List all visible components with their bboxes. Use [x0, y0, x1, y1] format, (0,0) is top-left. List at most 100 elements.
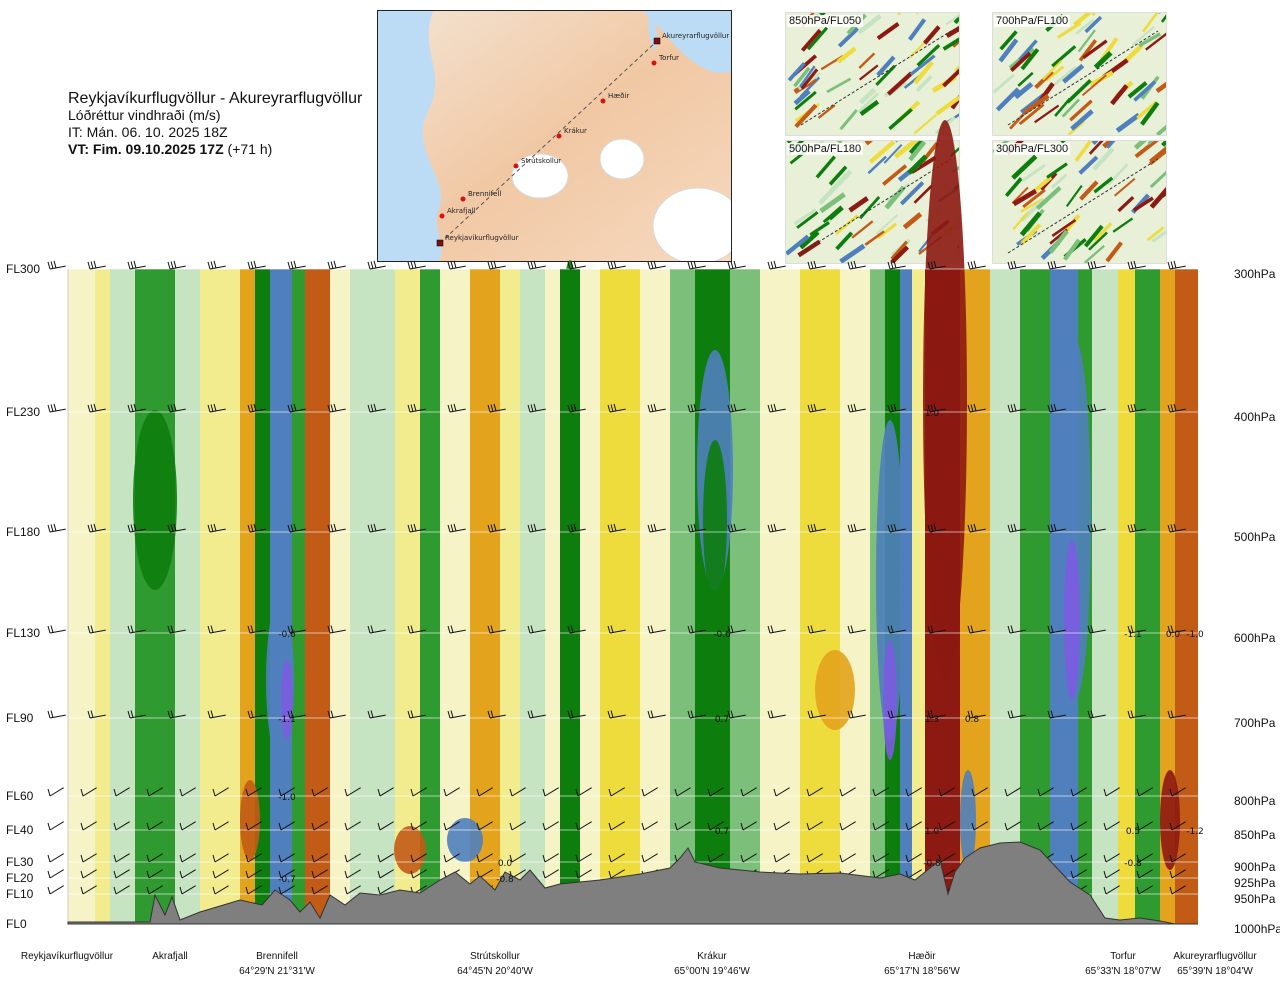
wind-barb-flag	[650, 524, 654, 532]
wind-barb-flag	[1130, 261, 1134, 269]
mini-field-stroke	[1115, 112, 1141, 133]
wind-barb-flag	[770, 710, 774, 718]
wind-barb-flag	[476, 854, 480, 863]
wind-barb-flag	[212, 788, 216, 797]
wind-barb-flag	[476, 822, 480, 831]
wind-barb	[973, 821, 988, 831]
value-label: -0.6	[278, 630, 296, 640]
wind-barb-flag	[905, 854, 909, 863]
wind-barb	[610, 787, 625, 797]
wind-barb-flag	[533, 260, 537, 269]
mini-map-700-canvas	[993, 13, 1166, 135]
wind-barb-flag	[130, 261, 134, 269]
wind-barb-flag	[167, 261, 171, 270]
wind-barb	[1138, 821, 1153, 831]
field-band	[200, 269, 240, 924]
wind-barb-flag	[278, 788, 282, 797]
wind-barb-flag	[730, 261, 734, 269]
wind-barb-flag	[509, 788, 513, 797]
wind-barb-flag	[1090, 625, 1094, 633]
wind-barb	[148, 885, 163, 895]
wind-barb-flag	[53, 523, 57, 532]
mini-field-stroke	[883, 144, 903, 164]
wind-barb-flag	[47, 524, 51, 533]
wind-barb	[346, 885, 361, 895]
wind-barb-flag	[311, 854, 315, 863]
mini-field-stroke	[1020, 48, 1040, 71]
map-point-marker	[439, 213, 445, 219]
wind-barb	[1171, 869, 1186, 879]
wind-barb-flag	[130, 625, 134, 633]
wind-barb-flag	[410, 822, 414, 831]
wind-barb-flag	[542, 788, 546, 797]
mini-field-stroke	[1045, 65, 1065, 82]
wind-barb	[544, 821, 559, 831]
wind-barb	[181, 787, 196, 797]
mini-field-stroke	[1112, 217, 1134, 233]
station-label: Strútskollur 64°45'N 20°40'W	[445, 951, 545, 977]
wind-barb-flag	[509, 822, 513, 831]
field-band	[1020, 269, 1050, 924]
wind-barb	[1138, 885, 1153, 895]
wind-barb	[82, 821, 97, 831]
wind-barb-flag	[687, 261, 691, 270]
mini-field-stroke	[837, 26, 860, 48]
value-label: 1.0	[925, 827, 940, 837]
wind-barb-flag	[1070, 822, 1074, 831]
wind-barb-flag	[173, 523, 177, 532]
wind-barb	[1171, 821, 1186, 831]
wind-barb-flag	[690, 524, 694, 532]
wind-barb-flag	[1013, 403, 1017, 412]
wind-barb-flag	[1093, 403, 1097, 412]
mini-field-stroke	[995, 87, 1020, 112]
wind-barb	[1072, 869, 1087, 879]
wind-barb-flag	[650, 261, 654, 269]
mini-field-stroke	[953, 14, 959, 25]
wind-barb	[247, 869, 262, 879]
mini-field-stroke	[1134, 141, 1159, 159]
mini-field-stroke	[799, 65, 816, 88]
wind-barb-flag	[113, 870, 117, 879]
wind-barb	[907, 853, 922, 863]
wind-barb	[742, 787, 757, 797]
wind-barb-flag	[1053, 403, 1057, 412]
wind-barb-flag	[690, 261, 694, 269]
wind-barb-flag	[1170, 404, 1174, 412]
wind-barb-flag	[575, 854, 579, 863]
wind-barb-flag	[1050, 524, 1054, 532]
wind-barb	[577, 869, 592, 879]
mini-field-stroke	[913, 185, 933, 204]
wind-barb-flag	[970, 710, 974, 718]
value-annotations: -0.6 -1.1 -1.0 -0.7 -0.8 0.0 0.7 0.7 -0.6 1.3 1.0 1…	[278, 409, 1204, 885]
wind-barb-flag	[687, 625, 691, 634]
wind-barb-flag	[813, 403, 817, 412]
wind-barb-flag	[373, 523, 377, 532]
wind-barb-flag	[575, 788, 579, 797]
wind-barb-flag	[250, 524, 254, 532]
wind-barb-flag	[287, 261, 291, 270]
wind-barb-flag	[527, 710, 531, 719]
wind-barb	[1039, 787, 1054, 797]
wind-barb	[940, 853, 955, 863]
station-coord: 64°45'N 20°40'W	[457, 966, 533, 977]
valid-time: VT: Fim. 09.10.2025 17Z (+71 h)	[68, 141, 362, 158]
wind-barb-flag	[250, 261, 254, 269]
mini-field-stroke	[1088, 231, 1108, 251]
wind-barb-flag	[813, 523, 817, 532]
wind-barb-flag	[210, 625, 214, 633]
glacier-3	[652, 187, 731, 261]
field-band	[580, 269, 600, 924]
wind-barb-flag	[890, 625, 894, 633]
mini-field-stroke	[890, 240, 909, 260]
wind-barb-flag	[407, 710, 411, 719]
wind-barb-flag	[610, 261, 614, 269]
mini-field-stroke	[819, 192, 846, 214]
wind-barb	[280, 853, 295, 863]
wind-barb-flag	[1173, 260, 1177, 269]
map-station-label: Reykjavíkurflugvöllur	[445, 234, 519, 242]
wind-barb-flag	[127, 710, 131, 719]
mini-field-stroke	[1048, 229, 1069, 254]
wind-barb-flag	[707, 822, 711, 831]
wind-barb-flag	[170, 625, 174, 633]
value-label: -0.8	[1124, 859, 1142, 869]
